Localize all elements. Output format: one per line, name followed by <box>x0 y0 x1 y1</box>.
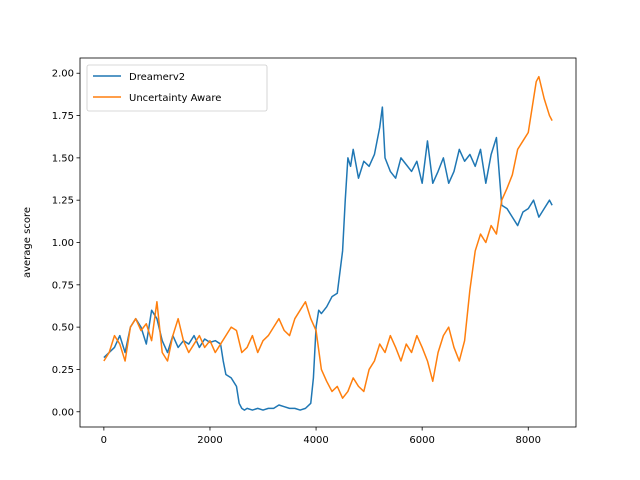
y-tick-label-7: 1.75 <box>52 111 74 122</box>
series-layer <box>103 75 553 411</box>
x-tick-label-0: 0 <box>101 435 107 446</box>
y-tick-label-4: 1.00 <box>52 238 74 249</box>
y-tick-label-8: 2.00 <box>52 69 74 80</box>
y-tick-label-5: 1.25 <box>52 196 74 207</box>
y-axis: 0.00 0.25 0.50 0.75 1.00 1.25 1.50 1.75 2.00 <box>52 69 80 418</box>
x-tick-label-2: 4000 <box>303 435 328 446</box>
y-tick-label-2: 0.50 <box>52 323 74 334</box>
legend: Dreamerv2 Uncertainty Aware <box>86 64 268 112</box>
x-tick-label-3: 6000 <box>409 435 434 446</box>
legend-label-1: Uncertainty Aware <box>129 93 221 104</box>
y-tick-label-3: 0.75 <box>52 280 74 291</box>
x-axis: 0 2000 4000 6000 8000 <box>101 427 541 446</box>
x-tick-label-4: 8000 <box>516 435 541 446</box>
y-tick-label-1: 0.25 <box>52 365 74 376</box>
y-tick-label-6: 1.50 <box>52 153 74 164</box>
legend-label-0: Dreamerv2 <box>129 72 185 83</box>
y-axis-label: average score <box>22 207 33 278</box>
y-tick-label-0: 0.00 <box>52 407 74 418</box>
series-line-1 <box>103 75 553 399</box>
plot-area <box>80 58 576 427</box>
series-line-0 <box>103 106 553 411</box>
legend-box <box>86 64 268 112</box>
x-tick-label-1: 2000 <box>197 435 222 446</box>
